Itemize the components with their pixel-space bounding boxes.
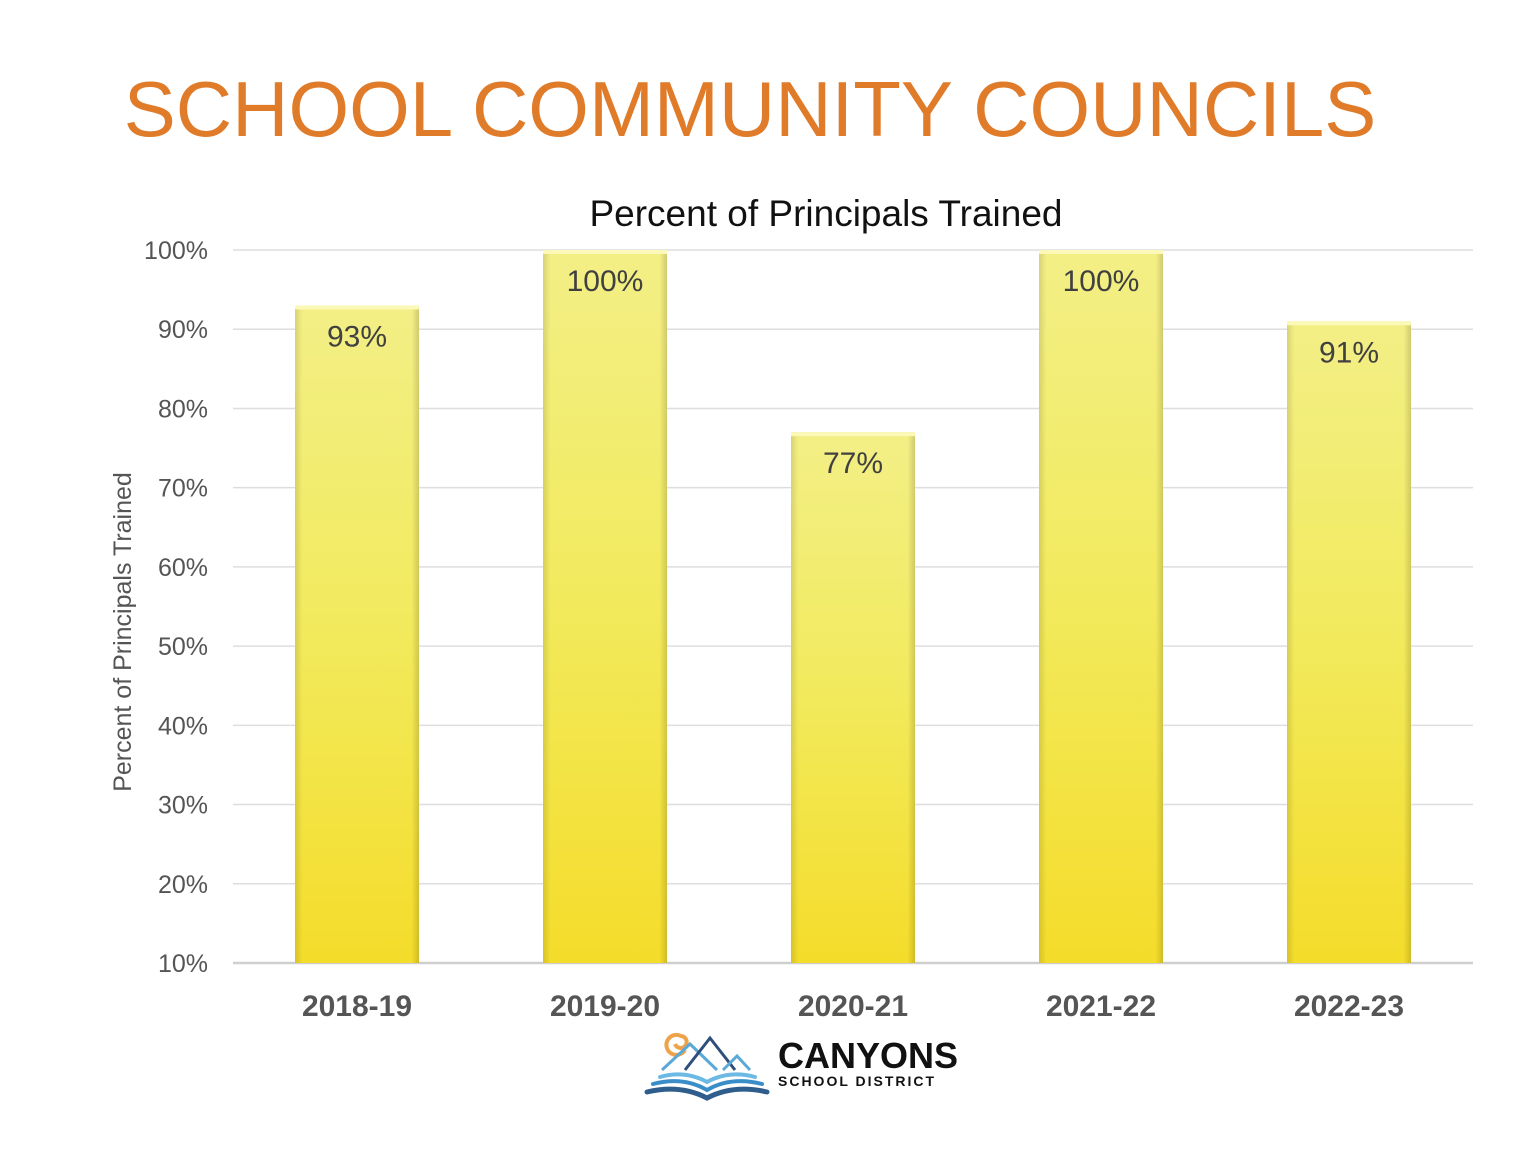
logo-mountains-icon (660, 1035, 752, 1072)
y-tick-label: 30% (158, 792, 208, 820)
data-label: 100% (567, 265, 644, 298)
x-tick-label: 2021-22 (1046, 990, 1156, 1023)
bar-shade (1039, 250, 1163, 963)
bar-bevel (295, 305, 419, 310)
y-tick-label: 90% (158, 316, 208, 344)
y-tick-label: 10% (158, 950, 208, 978)
x-tick-label: 2018-19 (302, 990, 412, 1023)
y-tick-label: 70% (158, 475, 208, 503)
bar-shade (543, 250, 667, 963)
y-axis-label: Percent of Principals Trained (109, 472, 137, 792)
x-tick-label: 2019-20 (550, 990, 660, 1023)
y-tick-label: 60% (158, 554, 208, 582)
y-tick-label: 80% (158, 395, 208, 423)
bar-bevel (543, 250, 667, 254)
data-label: 100% (1063, 265, 1140, 298)
bar-shade (1287, 321, 1411, 963)
bar-bevel (1039, 250, 1163, 254)
y-tick-label: 50% (158, 633, 208, 661)
logo-book-icon (644, 1072, 770, 1101)
canyons-logo: CANYONS SCHOOL DISTRICT (644, 1032, 958, 1101)
y-tick-label: 40% (158, 712, 208, 740)
y-tick-label: 100% (144, 237, 208, 265)
page-title: SCHOOL COMMUNITY COUNCILS (124, 65, 1376, 153)
logo-subtitle: SCHOOL DISTRICT (778, 1073, 936, 1089)
bar-shade (791, 432, 915, 963)
data-label: 91% (1319, 336, 1379, 369)
data-label: 93% (327, 320, 387, 353)
bar-bevel (791, 432, 915, 437)
chart-title: Percent of Principals Trained (589, 193, 1062, 234)
x-tick-label: 2020-21 (798, 990, 908, 1023)
bar-bevel (1287, 321, 1411, 326)
logo-name: CANYONS (778, 1035, 958, 1076)
bar-shade (295, 305, 419, 963)
x-tick-label: 2022-23 (1294, 990, 1404, 1023)
logo-sun-icon (664, 1032, 689, 1057)
y-tick-label: 20% (158, 871, 208, 899)
data-label: 77% (823, 447, 883, 480)
